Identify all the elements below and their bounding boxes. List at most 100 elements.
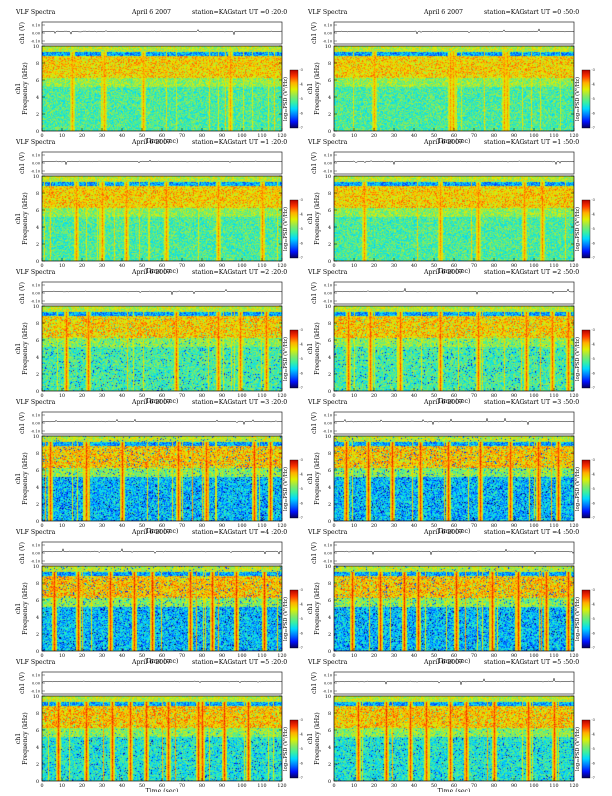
panel-title: VLF Spectra: [307, 659, 348, 666]
channel-label: ch1: [15, 473, 22, 484]
freq-tick-label: 4: [328, 745, 331, 751]
time-tick-label: 120: [277, 523, 286, 529]
panel-title: VLF Spectra: [307, 269, 348, 276]
time-tick-label: 0: [332, 523, 335, 529]
colorbar-tick-label: -3: [300, 718, 303, 722]
colorbar-label: log₁₀PSD (V²/Hz): [282, 467, 289, 511]
ch-tick-label: 0.00: [324, 32, 333, 36]
freq-tick-label: 10: [325, 304, 331, 310]
colorbar-tick-label: -6: [300, 242, 303, 246]
freq-tick-label: 4: [36, 615, 39, 621]
time-tick-label: 70: [471, 783, 477, 789]
panel-start-ut: start UT =2 :20:0: [232, 269, 287, 276]
time-tick-label: 110: [549, 263, 558, 269]
time-tick-label: 120: [569, 393, 578, 399]
panel-start-ut: start UT =3 :50:0: [524, 399, 579, 406]
time-tick-label: 60: [451, 783, 457, 789]
freq-tick-label: 4: [328, 95, 331, 101]
colorbar: [581, 589, 591, 649]
time-tick-label: 100: [237, 133, 246, 139]
colorbar: [581, 199, 591, 259]
freq-tick-label: 0: [36, 389, 39, 395]
time-tick-label: 80: [491, 523, 497, 529]
freq-axis-label: Frequency (kHz): [314, 192, 321, 245]
colorbar-tick-label: -6: [300, 632, 303, 636]
ch-axis-label: ch1 (V): [311, 672, 318, 694]
trace-frame: [41, 541, 283, 565]
colorbar-tick-label: -4: [300, 213, 303, 217]
spectrogram-image: [42, 306, 282, 391]
time-tick-label: 60: [159, 393, 165, 399]
colorbar-tick-label: -6: [300, 112, 303, 116]
channel-label: ch1: [15, 733, 22, 744]
freq-tick-label: 10: [325, 434, 331, 440]
ch-tick-label: 0.10: [324, 284, 333, 288]
colorbar-tick-label: -4: [592, 473, 595, 477]
freq-axis-label: Frequency (kHz): [314, 712, 321, 765]
colorbar-tick-label: -3: [592, 718, 595, 722]
colorbar-tick-label: -4: [300, 83, 303, 87]
ch-tick-label: 0.10: [324, 24, 333, 28]
spectrogram-image: [42, 176, 282, 261]
ch-axis-label: ch1 (V): [19, 412, 26, 434]
colorbar-tick-label: -5: [592, 617, 595, 621]
spectrogram-image: [334, 176, 574, 261]
time-tick-label: 0: [332, 393, 335, 399]
panel-start-ut: start UT =2 :50:0: [524, 269, 579, 276]
time-tick-label: 30: [99, 783, 105, 789]
freq-tick-label: 8: [36, 321, 39, 327]
panel-title: VLF Spectra: [15, 269, 56, 276]
panel-date: April 6 2007: [423, 399, 463, 406]
time-tick-label: 20: [79, 783, 85, 789]
freq-tick-label: 2: [328, 372, 331, 378]
spectrogram-image: [334, 306, 574, 391]
colorbar-tick-label: -6: [300, 762, 303, 766]
ch-tick-label: 0.00: [32, 292, 41, 296]
time-tick-label: 80: [199, 133, 205, 139]
time-tick-label: 70: [471, 523, 477, 529]
freq-tick-label: 10: [325, 174, 331, 180]
freq-tick-label: 4: [36, 745, 39, 751]
panel-date: April 6 2007: [131, 139, 171, 146]
colorbar-tick-label: -3: [300, 198, 303, 202]
time-tick-label: 10: [59, 523, 65, 529]
panel-date: April 6 2007: [423, 269, 463, 276]
colorbar-tick-label: -4: [300, 343, 303, 347]
time-tick-label: 10: [351, 653, 357, 659]
colorbar-tick-label: -6: [300, 372, 303, 376]
trace-frame: [333, 541, 575, 565]
ch-tick-label: -0.10: [31, 690, 41, 694]
panel-date: April 6 2007: [131, 9, 171, 16]
panel-title: VLF Spectra: [15, 659, 56, 666]
time-tick-label: 30: [391, 133, 397, 139]
time-tick-label: 90: [219, 393, 225, 399]
freq-tick-label: 10: [325, 44, 331, 50]
ch-tick-label: -0.10: [31, 170, 41, 174]
freq-axis-label: Frequency (kHz): [314, 452, 321, 505]
freq-tick-label: 10: [33, 434, 39, 440]
channel-label: ch1: [307, 603, 314, 614]
time-tick-label: 120: [277, 263, 286, 269]
freq-tick-label: 6: [36, 338, 39, 344]
ch-axis-label: ch1 (V): [19, 542, 26, 564]
colorbar: [581, 329, 591, 389]
panel-date: April 6 2007: [131, 399, 171, 406]
freq-tick-label: 8: [36, 711, 39, 717]
channel-label: ch1: [307, 343, 314, 354]
waveform-trace: [333, 677, 575, 686]
freq-tick-label: 6: [328, 468, 331, 474]
time-tick-label: 70: [471, 263, 477, 269]
time-tick-label: 60: [451, 133, 457, 139]
time-tick-label: 40: [411, 653, 417, 659]
panel-start-ut: start UT =3 :20:0: [232, 399, 287, 406]
colorbar-tick-label: -7: [592, 646, 595, 650]
spectrogram-image: [42, 436, 282, 521]
time-tick-label: 40: [119, 133, 125, 139]
time-tick-label: 90: [511, 393, 517, 399]
colorbar-tick-label: -5: [592, 747, 595, 751]
ch-tick-label: 0.10: [324, 674, 333, 678]
time-tick-label: 90: [219, 653, 225, 659]
time-tick-label: 100: [237, 653, 246, 659]
time-tick-label: 90: [511, 653, 517, 659]
